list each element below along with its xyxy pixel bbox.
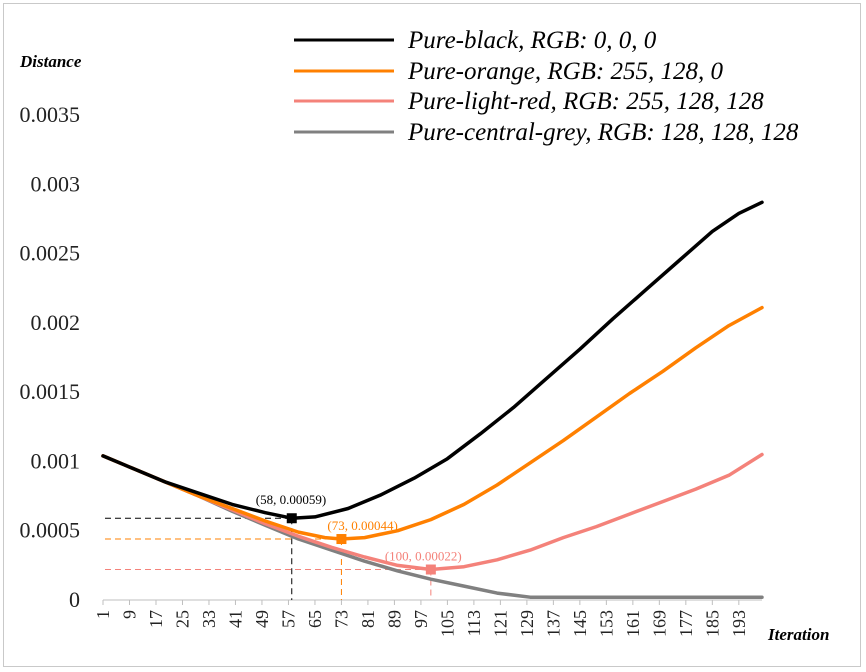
series-lines	[101, 200, 764, 599]
series-line-1	[101, 200, 764, 520]
legend-label: Pure-light-red, RGB: 255, 128, 128	[407, 88, 764, 115]
annotation-markers: (58, 0.00059)(73, 0.00044) (100, 0.00022)	[256, 492, 462, 575]
legend-label: Pure-orange, RGB: 255, 128, 0	[407, 58, 723, 85]
x-tick-label: 9	[119, 610, 139, 619]
x-tick-label: 89	[384, 610, 404, 628]
x-tick-label: 81	[358, 610, 378, 628]
x-tick-label: 65	[305, 610, 325, 628]
y-tick-label: 0.003	[31, 171, 81, 196]
y-tick-label: 0.0005	[20, 518, 81, 543]
x-tick-label: 169	[649, 610, 669, 637]
x-tick-label: 57	[278, 610, 298, 628]
series-line-4	[101, 454, 764, 599]
x-tick-label: 121	[490, 610, 510, 637]
annotation-label: (100, 0.00022)	[385, 549, 462, 564]
annotation-label: (58, 0.00059)	[256, 492, 326, 507]
x-tick-label: 49	[252, 610, 272, 628]
x-axis-title: Iteration	[767, 625, 829, 644]
legend-label: Pure-black, RGB: 0, 0, 0	[407, 27, 657, 54]
legend: Pure-black, RGB: 0, 0, 0 Pure-orange, RGB…	[294, 27, 799, 146]
x-tick-label: 145	[570, 610, 590, 637]
annotation-marker	[425, 564, 436, 575]
x-tick-label: 177	[676, 610, 696, 637]
x-tick-label: 113	[464, 610, 484, 636]
x-tick-label: 193	[729, 610, 749, 637]
x-tick-label: 1	[93, 610, 113, 619]
x-tick-label: 105	[437, 610, 457, 637]
y-tick-label: 0.002	[31, 310, 81, 335]
y-tick-label: 0.001	[31, 448, 81, 473]
x-tick-label: 185	[702, 610, 722, 637]
y-tick-label: 0	[69, 587, 80, 612]
y-tick-label: 0.0035	[20, 102, 81, 127]
axes: 0 0.0005 0.001 0.0015 0.002 0.0025 0.003 0.0035…	[20, 102, 762, 637]
x-tick-label: 25	[172, 610, 192, 628]
x-tick-label: 33	[199, 610, 219, 628]
legend-label: Pure-central-grey, RGB: 128, 128, 128	[407, 119, 799, 146]
y-tick-label: 0.0025	[20, 241, 81, 266]
x-tick-label: 73	[331, 610, 351, 628]
series-line-2	[101, 305, 764, 541]
x-tick-label: 41	[225, 610, 245, 628]
y-axis-title: Distance	[19, 52, 82, 71]
annotation-label: (73, 0.00044)	[327, 518, 397, 533]
annotation-marker	[336, 534, 347, 545]
y-tick-label: 0.0015	[20, 379, 81, 404]
x-tick-label: 153	[596, 610, 616, 637]
x-tick-label: 161	[623, 610, 643, 637]
x-tick-label: 97	[411, 610, 431, 628]
x-tick-label: 17	[146, 610, 166, 628]
x-tick-label: 137	[543, 610, 563, 637]
x-tick-label: 129	[517, 610, 537, 637]
annotation-marker	[286, 513, 297, 524]
